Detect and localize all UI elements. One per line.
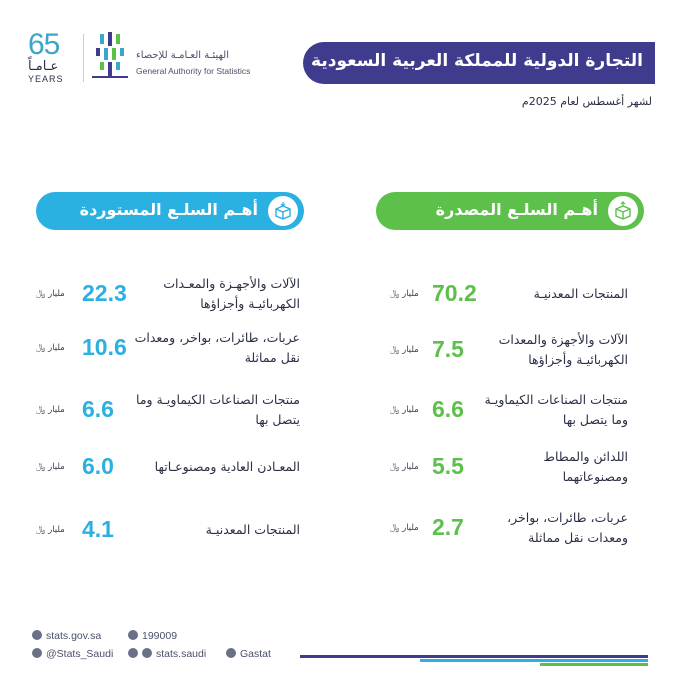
org-name-ar: الهيئـة العـامـة للإحصاء xyxy=(136,50,230,61)
export-item-unit: مليار ﷼ xyxy=(390,289,419,299)
export-item-value: 5.5 xyxy=(432,453,464,479)
export-item-value: 70.2 xyxy=(432,280,477,306)
anniversary-en-text: YEARS xyxy=(28,74,64,84)
page-title: التجارة الدولية للمملكة العربية السعودية xyxy=(311,51,643,71)
gastat-emblem-icon xyxy=(92,32,128,78)
footer-social[interactable]: stats.saudi xyxy=(128,648,206,660)
footer-gastat[interactable]: Gastat xyxy=(226,648,271,660)
export-item-unit: مليار ﷼ xyxy=(390,462,419,472)
import-item-value: 10.6 xyxy=(82,334,127,360)
import-item-unit: مليار ﷼ xyxy=(36,289,65,299)
exports-heading-pill: أهـم السلـع المصدرة xyxy=(376,192,644,230)
export-item-name: اللدائن والمطاط ومصنوعاتهما xyxy=(543,449,628,484)
website-text: stats.gov.sa xyxy=(46,630,102,642)
export-item-name: عربات، طائرات، بواخر، ومعدات نقل مماثلة xyxy=(507,510,628,545)
import-item-name: منتجات الصناعات الكيماويـة وما يتصل بها xyxy=(136,392,300,427)
import-item-name: عربات، طائرات، بواخر، ومعدات نقل مماثلة xyxy=(134,330,300,365)
imports-heading-pill: أهـم السلـع المستوردة xyxy=(36,192,304,230)
export-item-unit: مليار ﷼ xyxy=(390,345,419,355)
anniversary-logo: 65 عـامـاً YEARS xyxy=(28,30,78,86)
export-item-value: 7.5 xyxy=(432,336,464,362)
box-export-icon xyxy=(608,196,638,226)
social-text: stats.saudi xyxy=(156,648,207,660)
import-item-unit: مليار ﷼ xyxy=(36,405,65,415)
export-item-unit: مليار ﷼ xyxy=(390,405,419,415)
page-subtitle: لشهر أغسطس لعام 2025م xyxy=(521,95,652,108)
phone-text: 199009 xyxy=(142,630,178,642)
export-item-name: الآلات والأجهزة والمعدات الكهربائيـة وأج… xyxy=(498,332,628,367)
title-banner: التجارة الدولية للمملكة العربية السعودية xyxy=(303,42,655,84)
instagram-icon xyxy=(128,648,138,658)
gastat-logo: الهيئـة العـامـة للإحصاء General Authori… xyxy=(92,30,252,86)
import-item-value: 4.1 xyxy=(82,516,114,542)
export-item-value: 6.6 xyxy=(432,396,464,422)
twitter-text: @Stats_Saudi xyxy=(46,648,114,660)
imports-heading: أهـم السلـع المستوردة xyxy=(79,200,258,219)
x-icon xyxy=(32,648,42,658)
import-item-name: الآلات والأجهـزة والمعـدات الكهربائيـة و… xyxy=(163,276,300,311)
org-name-en: General Authority for Statistics xyxy=(136,66,251,76)
import-row: عربات، طائرات، بواخر، ومعدات نقل مماثلة … xyxy=(36,326,300,370)
anniversary-number: 65 xyxy=(28,28,60,61)
export-item-name: المنتجات المعدنيـة xyxy=(533,286,628,301)
import-item-value: 22.3 xyxy=(82,280,127,306)
import-row: المعـادن العادية ومصنوعـاتها 6.0 مليار ﷼ xyxy=(36,445,300,489)
footer-twitter[interactable]: @Stats_Saudi xyxy=(32,648,113,660)
export-item-value: 2.7 xyxy=(432,514,464,540)
anniversary-ar-text: عـامـاً xyxy=(28,59,59,74)
export-row: عربات، طائرات، بواخر، ومعدات نقل مماثلة … xyxy=(390,506,628,550)
exports-heading: أهـم السلـع المصدرة xyxy=(435,200,598,219)
export-row: منتجات الصناعات الكيماويـة وما يتصل بها … xyxy=(390,388,628,432)
footer-website[interactable]: stats.gov.sa xyxy=(32,630,101,642)
import-item-value: 6.0 xyxy=(82,453,114,479)
footer-stripe-green xyxy=(540,663,648,666)
footer-stripe-blue xyxy=(420,659,648,662)
box-import-icon xyxy=(268,196,298,226)
import-item-value: 6.6 xyxy=(82,396,114,422)
export-item-unit: مليار ﷼ xyxy=(390,523,419,533)
import-item-unit: مليار ﷼ xyxy=(36,343,65,353)
linkedin-icon xyxy=(226,648,236,658)
globe-icon xyxy=(32,630,42,640)
logo-divider xyxy=(83,34,84,82)
import-row: منتجات الصناعات الكيماويـة وما يتصل بها … xyxy=(36,388,300,432)
import-item-name: المنتجات المعدنيـة xyxy=(205,522,300,537)
import-item-name: المعـادن العادية ومصنوعـاتها xyxy=(154,459,300,474)
import-row: الآلات والأجهـزة والمعـدات الكهربائيـة و… xyxy=(36,272,300,316)
facebook-icon xyxy=(142,648,152,658)
export-row: الآلات والأجهزة والمعدات الكهربائيـة وأج… xyxy=(390,328,628,372)
export-row: اللدائن والمطاط ومصنوعاتهما 5.5 مليار ﷼ xyxy=(390,445,628,489)
footer-stripe-purple xyxy=(300,655,648,658)
export-row: المنتجات المعدنيـة 70.2 مليار ﷼ xyxy=(390,272,628,316)
footer-phone[interactable]: 199009 xyxy=(128,630,177,642)
import-item-unit: مليار ﷼ xyxy=(36,525,65,535)
import-item-unit: مليار ﷼ xyxy=(36,462,65,472)
phone-icon xyxy=(128,630,138,640)
export-item-name: منتجات الصناعات الكيماويـة وما يتصل بها xyxy=(484,392,628,427)
gastat-text: Gastat xyxy=(240,648,271,660)
import-row: المنتجات المعدنيـة 4.1 مليار ﷼ xyxy=(36,508,300,552)
